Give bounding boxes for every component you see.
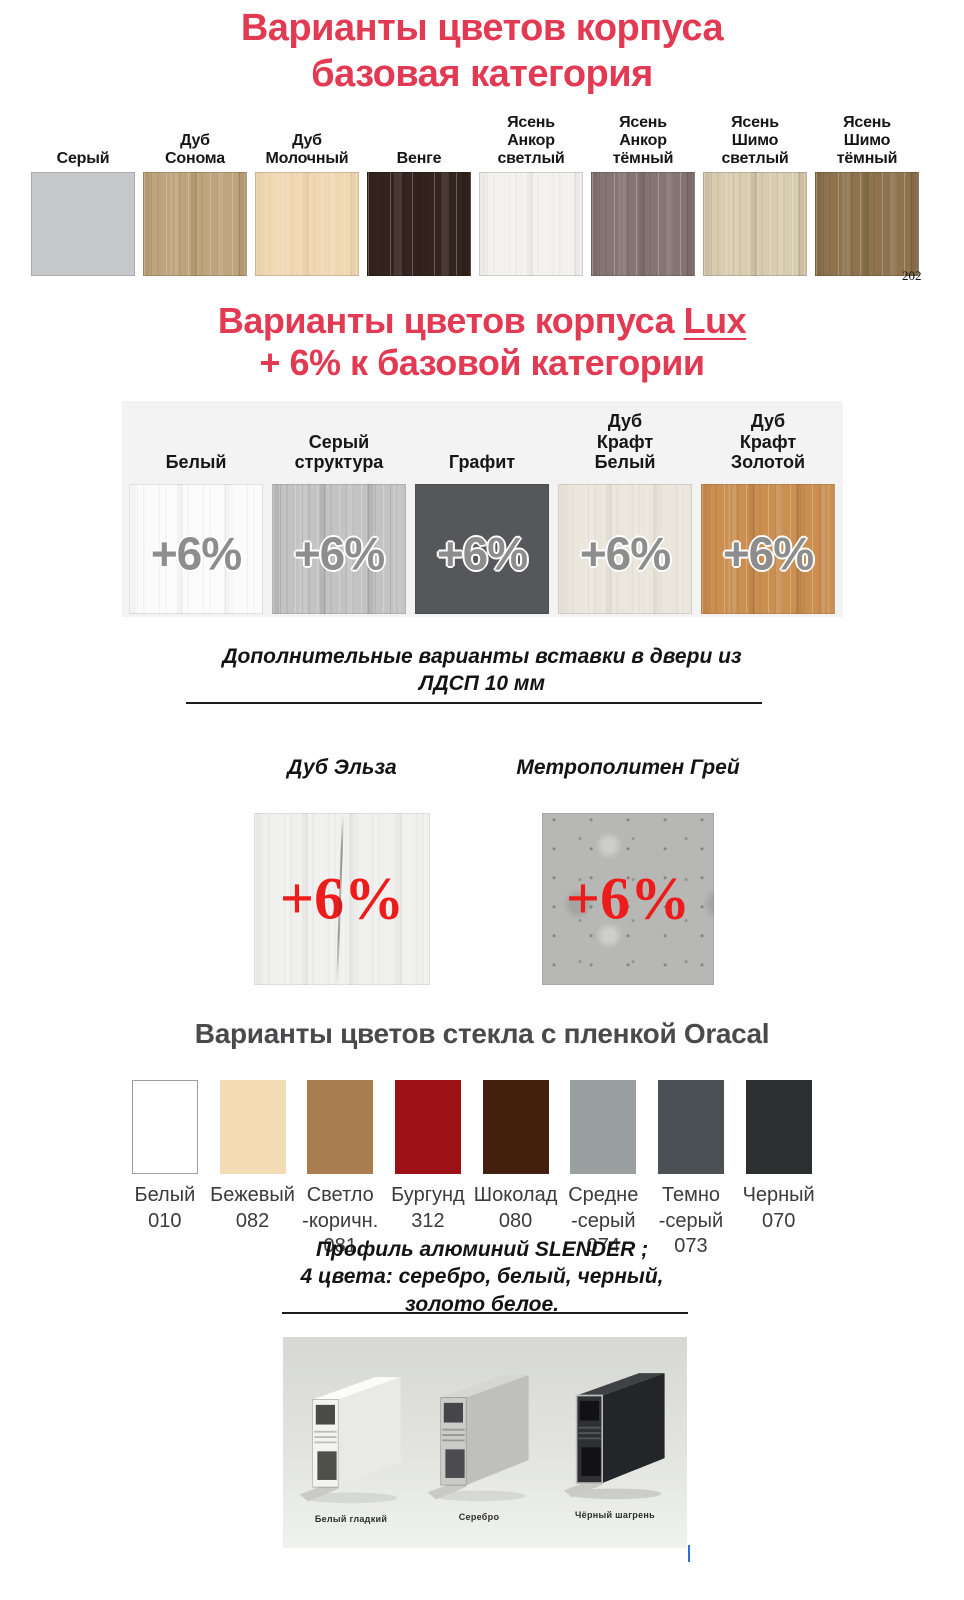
divider-line: [282, 1312, 688, 1314]
swatch-label: Ясень Шимо тёмный: [836, 114, 898, 168]
swatch-label: Темно -серый 073: [658, 1184, 724, 1258]
color-swatch: [658, 1080, 725, 1174]
swatch-label: Шоколад 080: [473, 1184, 558, 1232]
swatch-label: Ясень Анкор светлый: [497, 114, 565, 168]
lux-section-title: Варианты цветов корпуса Lux + 6% к базов…: [0, 300, 964, 384]
lux-panel: Белый +6% Серый структура +6% Графит +6%…: [122, 401, 843, 617]
aluminium-profile-silver-icon: [427, 1375, 529, 1502]
aluminium-profile-black-icon: [563, 1373, 665, 1500]
swatch-column: Венге: [367, 112, 471, 276]
plus-6-percent-badge: +6%: [279, 865, 405, 932]
lux-title-line2: + 6% к базовой категории: [259, 341, 706, 383]
swatch-column: Белый +6%: [129, 407, 263, 614]
swatch-column: Серый: [31, 112, 135, 276]
color-swatch: [367, 172, 471, 276]
color-swatch: [132, 1080, 198, 1174]
profile-caption: Серебро: [458, 1512, 500, 1522]
plus-6-percent-badge: +6%: [565, 865, 691, 932]
profile-figure: Серебро: [423, 1351, 535, 1522]
swatch-label: Ясень Анкор тёмный: [612, 114, 674, 168]
swatch-label: Белый: [165, 452, 227, 473]
profile-section-title: Профиль алюминий SLENDER ; 4 цвета: сере…: [300, 1238, 664, 1316]
swatch-label: Дуб Молочный: [265, 132, 349, 168]
lux-swatch-row: Белый +6% Серый структура +6% Графит +6%…: [129, 407, 835, 614]
color-swatch: [482, 1080, 549, 1174]
swatch-label: Белый 010: [134, 1184, 196, 1232]
plus-6-percent-badge: +6%: [722, 527, 814, 580]
base-title-line1: Варианты цветов корпуса: [240, 7, 724, 49]
base-section-title: Варианты цветов корпуса базовая категори…: [0, 6, 964, 97]
swatch-column: Ясень Шимо тёмный: [815, 112, 919, 276]
color-swatch: [143, 172, 247, 276]
color-swatch: +6%: [701, 484, 835, 614]
swatch-column: Ясень Анкор светлый: [479, 112, 583, 276]
aluminium-profile-white-icon: [299, 1377, 401, 1504]
color-swatch: +6%: [542, 813, 714, 985]
swatch-column: Графит +6%: [415, 407, 549, 614]
color-swatch: [31, 172, 135, 276]
color-swatch: [219, 1080, 286, 1174]
color-swatch: +6%: [558, 484, 692, 614]
oracal-section-title: Варианты цветов стекла с пленкой Oracal: [194, 1018, 770, 1049]
plus-6-percent-badge: +6%: [436, 527, 528, 580]
base-swatch-row: Серый Дуб Сонома Дуб Молочный Венге Ясен…: [31, 112, 919, 276]
swatch-label: Дуб Сонома: [165, 132, 225, 168]
swatch-label: Светло -коричн. 081: [302, 1184, 379, 1258]
oracal-label-row: Белый 010 Бежевый 082 Светло -коричн. 08…: [121, 1183, 823, 1260]
color-swatch: [395, 1080, 462, 1174]
swatch-column: Дуб Сонома: [143, 112, 247, 276]
swatch-label: Дуб Крафт Белый: [594, 410, 656, 473]
color-swatch: [815, 172, 919, 276]
lux-title-line1: Варианты цветов корпуса Lux: [217, 300, 747, 341]
swatch-column: Ясень Анкор тёмный: [591, 112, 695, 276]
plus-6-percent-badge: +6%: [150, 527, 242, 580]
swatch-label: Графит: [448, 452, 516, 473]
color-swatch: +6%: [272, 484, 406, 614]
corner-year-note: 2021: [902, 268, 923, 283]
swatch-label: Средне -серый 074: [568, 1184, 639, 1258]
swatch-column: Серый структура +6%: [272, 407, 406, 614]
ldsp-section-title: Дополнительные варианты вставки в двери …: [222, 645, 742, 696]
color-swatch: [591, 172, 695, 276]
oracal-swatch-row: [132, 1080, 812, 1174]
color-swatch: +6%: [254, 813, 430, 985]
plus-6-percent-badge: +6%: [293, 527, 385, 580]
plus-6-percent-badge: +6%: [579, 527, 671, 580]
color-swatch: +6%: [129, 484, 263, 614]
swatch-column: Дуб Крафт Золотой +6%: [701, 407, 835, 614]
text-cursor-caret: [688, 1545, 690, 1562]
profile-caption: Белый гладкий: [314, 1514, 388, 1524]
divider-line: [186, 702, 762, 704]
color-swatch: [307, 1080, 374, 1174]
swatch-label: Дуб Крафт Золотой: [730, 410, 806, 473]
swatch-label: Серый: [56, 150, 110, 168]
swatch-label: Ясень Шимо светлый: [721, 114, 789, 168]
swatch-label: Бежевый 082: [210, 1184, 295, 1232]
base-title-line2: базовая категория: [311, 52, 653, 95]
profile-photo: Белый гладкий Серебро: [283, 1337, 687, 1548]
color-swatch: +6%: [415, 484, 549, 614]
swatch-column: Дуб Молочный: [255, 112, 359, 276]
color-swatch: [479, 172, 583, 276]
swatch-label: Черный 070: [742, 1184, 815, 1232]
swatch-column: Дуб Крафт Белый +6%: [558, 407, 692, 614]
lux-word: Lux: [683, 300, 747, 341]
profile-figure: Белый гладкий: [295, 1353, 407, 1524]
swatch-column: Ясень Шимо светлый: [703, 112, 807, 276]
color-swatch: [703, 172, 807, 276]
ldsp-swatch-label: Дуб Эльза: [287, 756, 397, 779]
ldsp-swatch-label: Метрополитен Грей: [516, 756, 740, 779]
swatch-label: Бургунд 312: [391, 1184, 465, 1232]
swatch-label: Венге: [396, 150, 442, 168]
profile-caption: Чёрный шагрень: [575, 1510, 655, 1520]
color-swatch: [255, 172, 359, 276]
color-swatch: [745, 1080, 812, 1174]
color-swatch: [570, 1080, 637, 1174]
profile-figure: Чёрный шагрень: [559, 1349, 671, 1520]
swatch-label: Серый структура: [294, 431, 384, 473]
